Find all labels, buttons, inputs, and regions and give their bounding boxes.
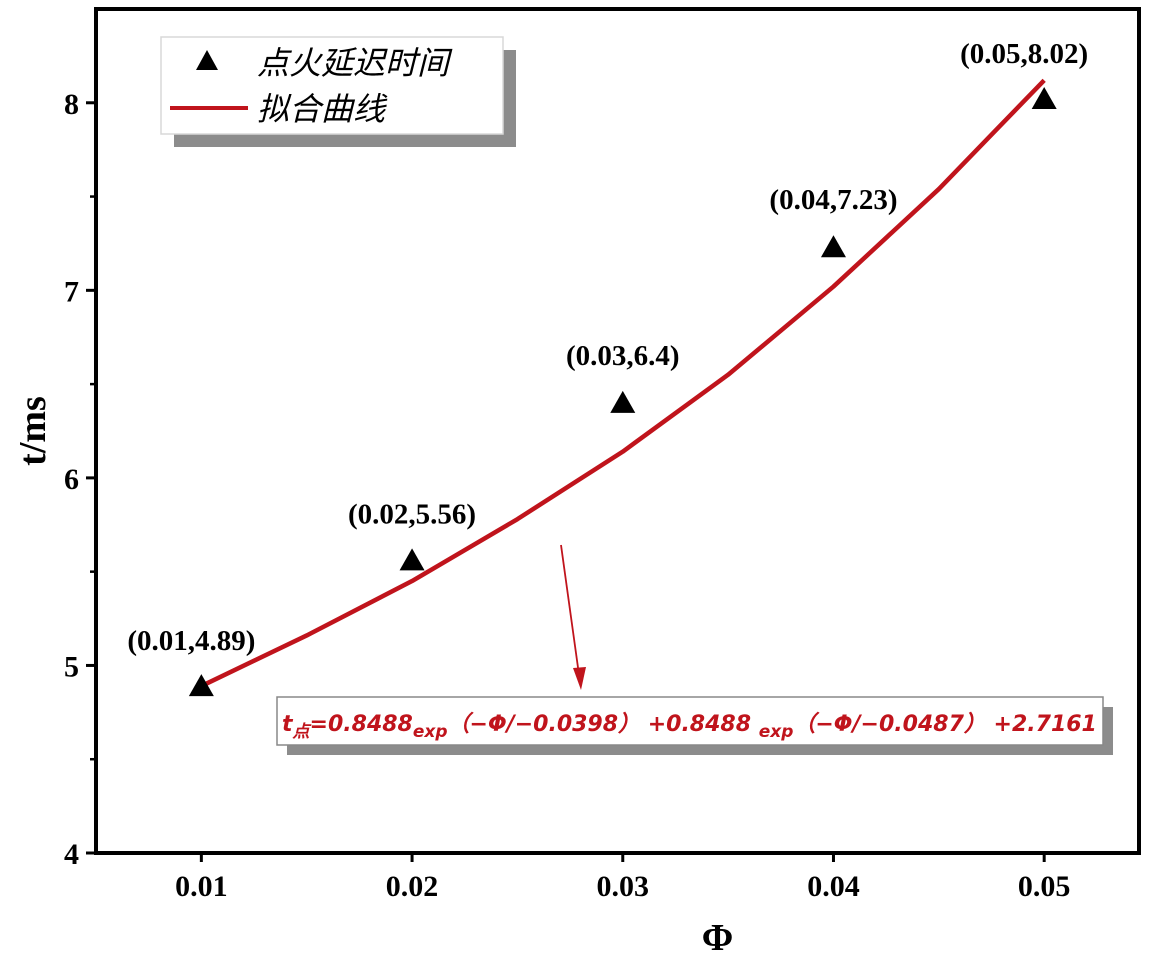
equation-part1: =0.8488 xyxy=(310,712,413,737)
data-point-triangle xyxy=(188,674,214,697)
data-point-triangle xyxy=(820,235,846,258)
plot-frame xyxy=(94,7,1141,855)
legend-label-fit: 拟合曲线 xyxy=(257,90,388,128)
data-point-label: (0.01,4.89) xyxy=(127,625,255,657)
equation-arrow-line xyxy=(560,544,581,683)
equation-arrow-head xyxy=(573,667,586,690)
legend: 点火延迟时间 拟合曲线 xyxy=(160,36,516,147)
data-point-triangle xyxy=(399,548,425,571)
y-tick-label: 5 xyxy=(64,650,79,683)
equation-box xyxy=(276,696,1104,746)
fit-curve-line xyxy=(200,78,1046,689)
y-tick-label: 6 xyxy=(64,463,79,496)
y-tick-label: 4 xyxy=(64,838,79,871)
y-tick-label: 8 xyxy=(64,88,79,121)
equation-text: t点=0.8488exp（−Φ/−0.0398） +0.8488 exp（−Φ/… xyxy=(282,711,1097,742)
x-tick-label: 0.01 xyxy=(175,870,228,903)
data-point-label: (0.03,6.4) xyxy=(566,340,680,372)
x-tick-label: 0.03 xyxy=(597,870,650,903)
equation-annotation: t点=0.8488exp（−Φ/−0.0398） +0.8488 exp（−Φ/… xyxy=(276,544,1113,755)
legend-box xyxy=(160,36,504,135)
data-point-label: (0.04,7.23) xyxy=(769,184,897,216)
data-point-label: (0.02,5.56) xyxy=(348,498,476,530)
equation-exp2: exp xyxy=(759,722,794,742)
legend-marker-triangle xyxy=(196,50,218,70)
equation-t: t xyxy=(282,712,294,737)
y-axis-title: t/ms xyxy=(12,396,54,466)
x-tick-label: 0.04 xyxy=(807,870,860,903)
plot-layer: 0.01 0.02 0.03 0.04 0.05 4 5 6 7 8 Φt/ms (0.01,4.89… xyxy=(12,7,1141,959)
data-point-triangle xyxy=(1031,87,1057,110)
data-point-label: (0.05,8.02) xyxy=(960,38,1088,70)
x-tick-label: 0.05 xyxy=(1018,870,1071,903)
equation-exp1: exp xyxy=(413,722,448,742)
legend-label-points: 点火延迟时间 xyxy=(257,44,453,82)
equation-t-subscript: 点 xyxy=(292,722,313,742)
equation-part2: （−Φ/−0.0398） +0.8488 xyxy=(448,711,759,737)
x-tick-label: 0.02 xyxy=(386,870,439,903)
data-point-triangle xyxy=(610,390,636,413)
y-tick-label: 7 xyxy=(64,275,79,308)
x-axis-title: Φ xyxy=(702,917,734,954)
equation-part3: （−Φ/−0.0487） +2.7161 xyxy=(793,711,1097,737)
